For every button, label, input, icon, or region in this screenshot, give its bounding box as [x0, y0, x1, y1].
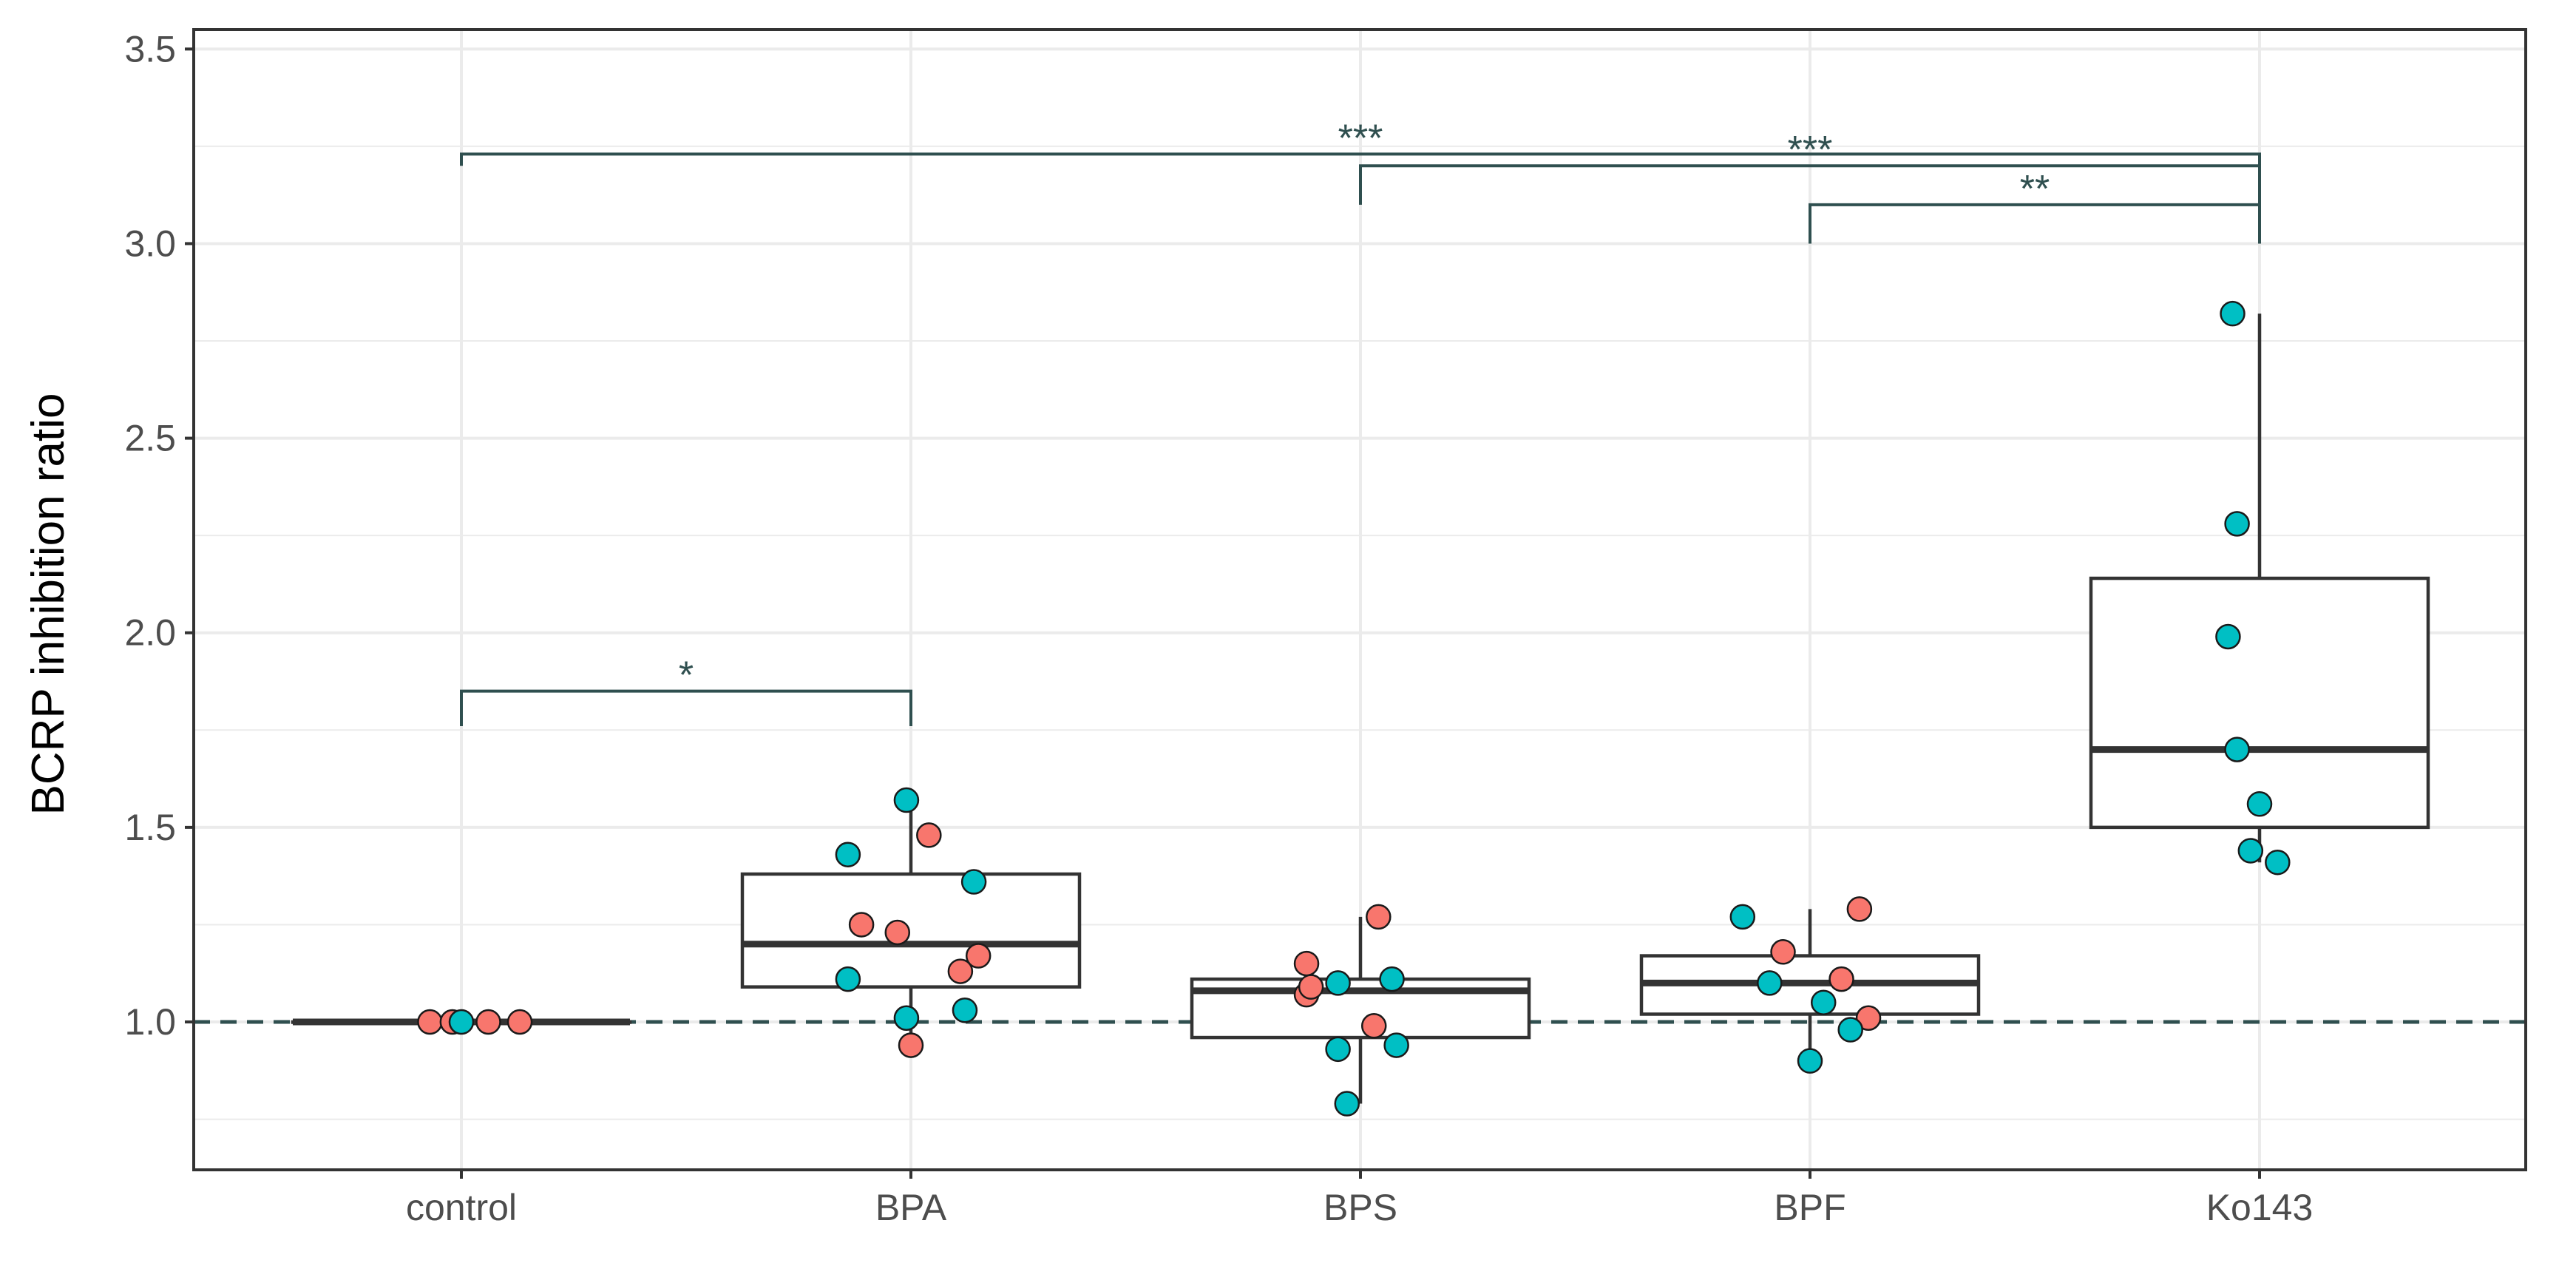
point-teal — [1334, 1091, 1360, 1117]
point-teal — [1757, 970, 1783, 996]
point-red — [1298, 974, 1324, 1000]
y-tick-label: 3.0 — [124, 223, 176, 264]
y-tick-label: 2.5 — [124, 418, 176, 459]
bracket-line — [460, 689, 912, 727]
point-teal — [2220, 300, 2245, 327]
point-teal — [2246, 791, 2273, 817]
point-red — [475, 1009, 501, 1035]
x-tick-label: BPS — [1323, 1187, 1397, 1228]
point-red — [1828, 966, 1854, 992]
point-red — [417, 1009, 443, 1035]
point-teal — [1797, 1048, 1823, 1074]
point-teal — [2224, 737, 2250, 762]
point-teal — [960, 869, 987, 895]
point-red — [506, 1009, 533, 1035]
point-teal — [2237, 838, 2264, 864]
point-red — [1855, 1005, 1882, 1032]
x-tick-label: control — [406, 1187, 517, 1228]
point-teal — [1379, 966, 1405, 992]
bracket-line — [1809, 203, 2261, 244]
y-tick-label: 3.5 — [124, 28, 176, 70]
point-red — [884, 919, 911, 946]
point-teal — [1729, 904, 1756, 930]
point-red — [947, 958, 974, 984]
point-red — [965, 943, 992, 969]
point-teal — [1837, 1017, 1863, 1043]
point-teal — [952, 997, 978, 1023]
x-tick-label: BPF — [1774, 1187, 1845, 1228]
significance-label: * — [679, 654, 694, 697]
point-red — [1846, 896, 1873, 922]
y-tick-label: 1.5 — [124, 807, 176, 848]
point-teal — [893, 1005, 920, 1032]
significance-bracket: * — [460, 654, 912, 727]
box-body — [2089, 576, 2430, 830]
box-Ko143 — [2089, 314, 2430, 863]
point-red — [1360, 1013, 1387, 1039]
point-teal — [2265, 849, 2291, 876]
significance-label: *** — [1788, 129, 1833, 172]
point-teal — [2224, 511, 2250, 537]
box-BPF — [1639, 909, 1981, 1061]
point-teal — [1810, 989, 1837, 1015]
box-body — [740, 872, 1082, 989]
point-teal — [835, 966, 861, 992]
bracket-line — [1359, 164, 2261, 205]
box-BPS — [1190, 916, 1531, 1104]
point-teal — [1325, 1036, 1351, 1063]
significance-label: *** — [1338, 117, 1383, 160]
box-BPA — [740, 800, 1082, 1046]
point-teal — [448, 1009, 475, 1035]
point-teal — [1383, 1032, 1409, 1058]
significance-label: ** — [2020, 168, 2050, 211]
point-teal — [1325, 970, 1351, 996]
y-tick-label: 1.0 — [124, 1001, 176, 1043]
point-teal — [835, 842, 861, 867]
point-red — [1770, 939, 1796, 965]
point-red — [1366, 904, 1392, 930]
point-teal — [2215, 623, 2241, 650]
point-teal — [893, 787, 920, 813]
point-red — [848, 912, 875, 938]
significance-bracket: *** — [460, 117, 2261, 166]
significance-bracket: ** — [1809, 168, 2261, 244]
point-red — [916, 822, 942, 848]
point-red — [1293, 950, 1320, 977]
significance-bracket: *** — [1359, 129, 2261, 205]
x-tick-label: Ko143 — [2206, 1187, 2314, 1228]
y-axis-title: BCRP inhibition ratio — [23, 393, 74, 816]
x-tick-label: BPA — [875, 1187, 947, 1228]
bracket-line — [460, 152, 2261, 166]
y-tick-label: 2.0 — [124, 612, 176, 654]
point-red — [898, 1032, 924, 1058]
